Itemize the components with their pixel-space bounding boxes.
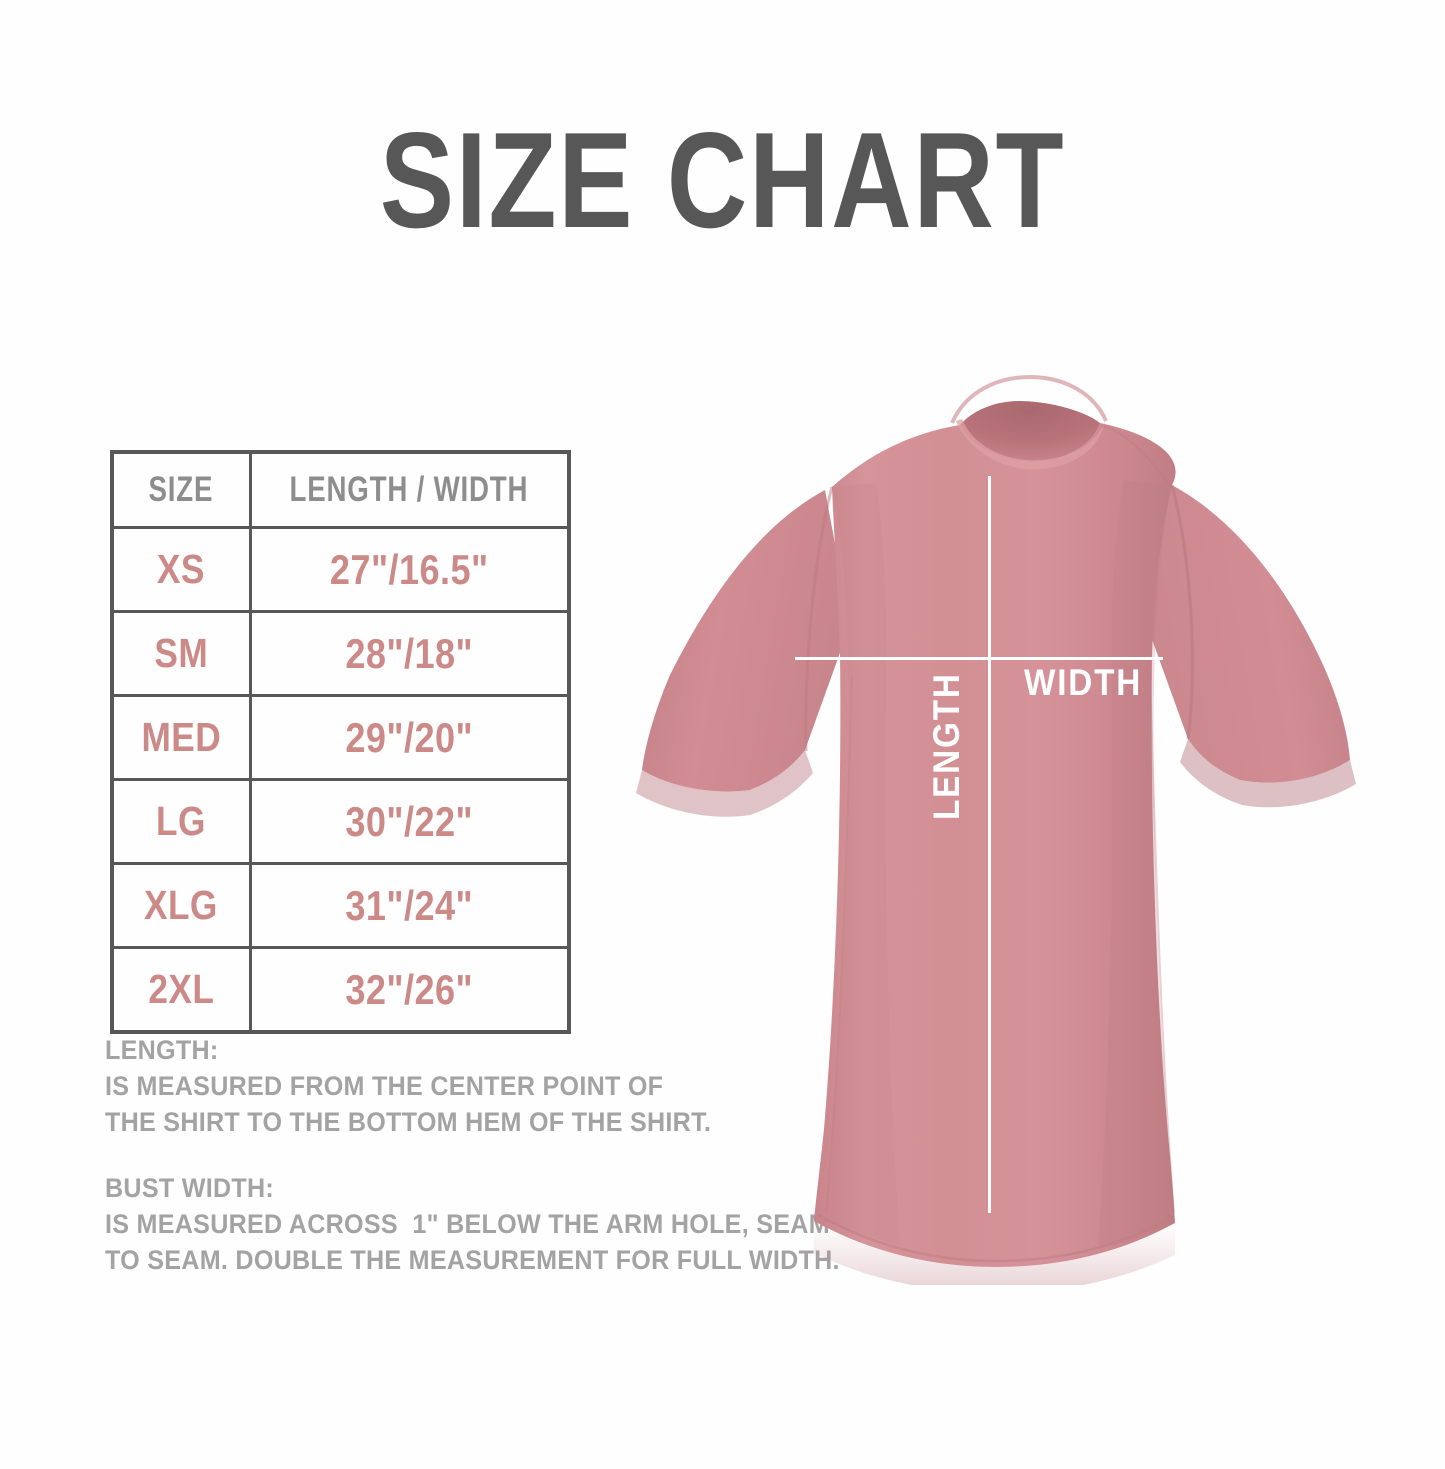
left-sleeve bbox=[642, 490, 850, 792]
table-row: 2XL 32"/26" bbox=[110, 946, 571, 1034]
cell-measurement-med: 29"/20" bbox=[248, 694, 571, 781]
collar-rib bbox=[956, 419, 1105, 470]
width-guide-line bbox=[795, 657, 1163, 660]
armhole-seam-left bbox=[804, 486, 834, 752]
width-label: WIDTH bbox=[1024, 662, 1143, 703]
tshirt-illustration bbox=[600, 375, 1390, 1285]
sleeve-hem-left bbox=[636, 750, 813, 817]
length-guide-line bbox=[988, 476, 991, 1213]
table-row: LG 30"/22" bbox=[110, 778, 571, 865]
bottom-hem bbox=[814, 1221, 1175, 1285]
size-chart-table: SIZE LENGTH / WIDTH XS 27"/16.5" SM bbox=[110, 450, 571, 1034]
cell-size-xs: XS bbox=[110, 526, 252, 613]
length-label: LENGTH bbox=[926, 672, 967, 820]
table-row: XLG 31"/24" bbox=[110, 862, 571, 949]
side-seam-right bbox=[1149, 674, 1175, 1214]
body-shadow-left bbox=[824, 483, 900, 1245]
column-header-size-label: SIZE bbox=[148, 470, 214, 509]
armhole-seam-right bbox=[1170, 484, 1194, 740]
side-seam-left bbox=[825, 674, 853, 1214]
cell-measurement-sm: 28"/18" bbox=[248, 610, 571, 697]
cell-measurement-xlg: 31"/24" bbox=[248, 862, 571, 949]
cell-size-2xl: 2XL bbox=[110, 946, 252, 1034]
cell-size-sm: SM bbox=[110, 610, 252, 697]
table-row: MED 29"/20" bbox=[110, 694, 571, 781]
cell-measurement-2xl: 32"/26" bbox=[248, 946, 571, 1034]
cell-size-med: MED bbox=[110, 694, 252, 781]
cell-size-lg: LG bbox=[110, 778, 252, 865]
cell-size-xlg: XLG bbox=[110, 862, 252, 949]
tshirt-svg bbox=[636, 375, 1356, 1285]
table-header-row: SIZE LENGTH / WIDTH bbox=[112, 450, 569, 529]
table-row: SM 28"/18" bbox=[110, 610, 571, 697]
column-header-length-width-label: LENGTH / WIDTH bbox=[289, 470, 529, 509]
column-header-size: SIZE bbox=[116, 450, 246, 529]
column-header-length-width: LENGTH / WIDTH bbox=[261, 450, 558, 529]
note-length: LENGTH: IS MEASURED FROM THE CENTER POIN… bbox=[105, 1035, 712, 1137]
cell-measurement-lg: 30"/22" bbox=[248, 778, 571, 865]
sleeve-hem-right bbox=[1180, 739, 1356, 808]
shoulder-seam-right bbox=[1101, 424, 1169, 484]
cell-measurement-xs: 27"/16.5" bbox=[248, 526, 571, 613]
collar-opening bbox=[960, 401, 1100, 463]
right-sleeve bbox=[1145, 483, 1350, 783]
page-title: SIZE CHART bbox=[379, 104, 1066, 256]
hem-stitch bbox=[817, 1213, 1173, 1263]
body-shadow-right bbox=[1098, 481, 1175, 1249]
table-row: XS 27"/16.5" bbox=[110, 526, 571, 613]
collar-edge-outer bbox=[950, 375, 1108, 424]
shirt-body bbox=[814, 423, 1176, 1267]
